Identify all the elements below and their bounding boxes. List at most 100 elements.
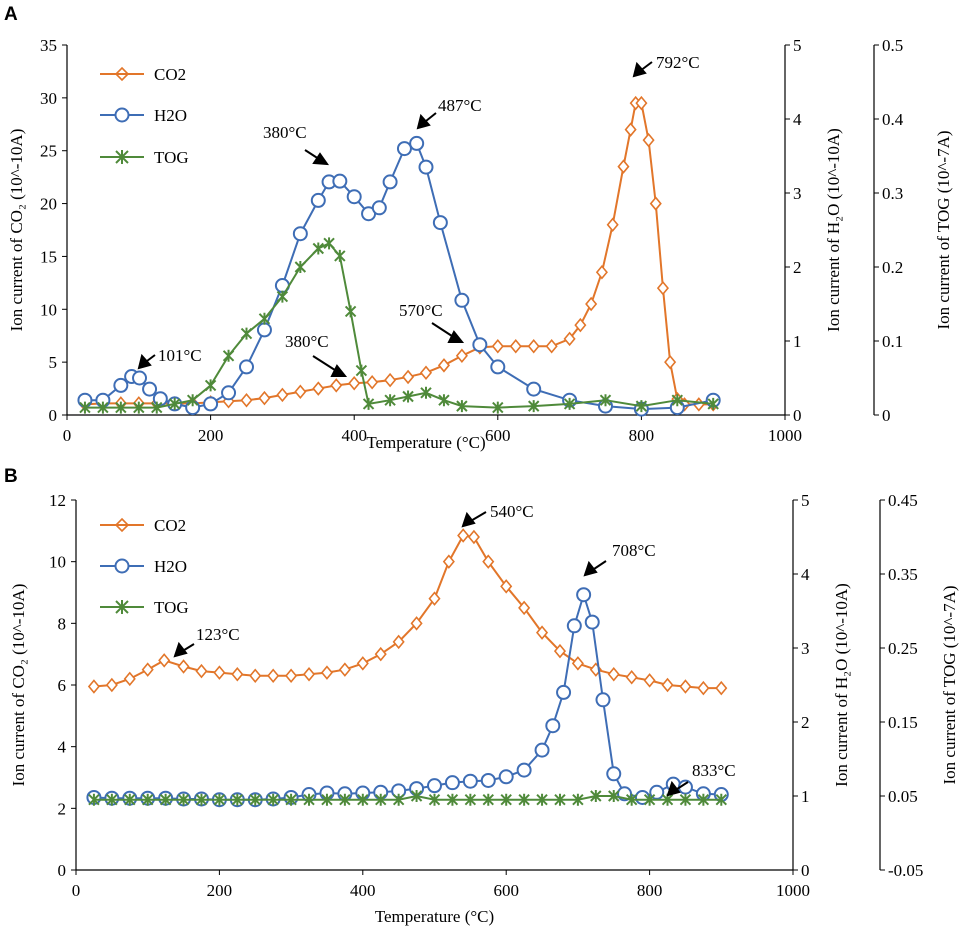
y-tog-tick-label: 0.4 [882, 110, 904, 129]
y-right-tick-label: 1 [801, 787, 810, 806]
x-tick-label: 800 [629, 426, 655, 445]
series-co2-point [606, 217, 619, 232]
y-right-tick-label: 3 [793, 184, 802, 203]
y-right-axis-label: Ion current of H₂O (10^-10A) [832, 583, 851, 787]
panel-b: B 0 200 400 600 800 1000024681012012345-0.050… [4, 466, 959, 926]
series-co2-point [123, 671, 136, 687]
panel-a-legend: CO2 H2O TOG [100, 65, 189, 167]
series-co2-point [177, 659, 190, 674]
annotation-708-arrow [583, 560, 607, 577]
series-co2-point [384, 372, 397, 388]
series-h2o-point [418, 159, 434, 175]
series-h2o-point [292, 226, 308, 242]
series-co2-point [595, 265, 608, 280]
series-co2-point [348, 376, 361, 391]
series-tog-point [420, 386, 432, 399]
legend-tog-marker [115, 600, 129, 614]
annotation-380-co2: 380°C [285, 332, 329, 351]
series-co2-point [457, 528, 470, 543]
y-tog-tick-label: 0.15 [888, 713, 918, 732]
annotation-833: 833°C [692, 761, 736, 780]
y-left-tick-label: 10 [40, 300, 57, 319]
series-tog-point [482, 793, 494, 806]
series-tog-point [312, 242, 325, 255]
y-left-tick-label: 10 [49, 553, 66, 572]
series-co2-point [491, 339, 504, 354]
series-h2o-point [332, 173, 348, 189]
series-co2-point [649, 196, 662, 211]
series-co2-point [545, 339, 558, 354]
series-tog-point [554, 793, 566, 806]
y-right-tick-label: 0 [801, 861, 810, 880]
series-h2o-point [256, 322, 272, 338]
panel-a-series [77, 95, 721, 417]
series-h2o-line [84, 142, 714, 411]
annotation-123-arrow [173, 641, 195, 658]
series-h2o-point [371, 200, 387, 216]
y-left-axis-label: Ion current of CO₂ (10^-10A) [7, 129, 26, 332]
series-tog-point [563, 397, 576, 410]
series-tog-point [339, 793, 351, 806]
series-co2-point [574, 317, 587, 333]
series-co2-point [697, 680, 710, 696]
series-tog-point [258, 312, 271, 325]
series-co2-point [285, 668, 298, 683]
series-tog-point [500, 793, 512, 806]
series-tog-point [438, 394, 450, 407]
series-co2-point [294, 384, 307, 399]
series-co2-point [661, 677, 674, 693]
panel-b-letter: B [4, 466, 18, 487]
y-right-tick-label: 5 [801, 491, 810, 510]
series-co2-point [679, 679, 692, 694]
series-co2-point [87, 679, 100, 694]
annotation-101-arrow [137, 353, 156, 370]
series-co2-point [437, 358, 450, 373]
series-tog-point [249, 793, 261, 806]
series-tog-point [124, 793, 136, 806]
panel-a-axes: 0 200 400 600 800 10000510152025303501234500.… [7, 36, 953, 452]
series-tog-point [671, 394, 684, 407]
series-tog-point [177, 793, 190, 806]
series-tog-point [204, 379, 217, 392]
series-tog-point [344, 305, 357, 318]
y-tog-axis-label: Ion current of TOG (10^-7A) [934, 130, 953, 329]
x-axis-label: Temperature (°C) [375, 907, 494, 926]
series-tog-point [625, 793, 638, 806]
y-tog-tick-label: 0.2 [882, 258, 903, 277]
series-co2-point [607, 666, 620, 682]
series-co2-point [571, 656, 584, 671]
series-co2-point [664, 354, 677, 370]
series-tog-point [599, 394, 612, 407]
x-tick-label: 600 [493, 881, 519, 900]
series-h2o-point [142, 381, 158, 397]
series-co2-point [442, 554, 455, 569]
series-h2o-point [132, 370, 148, 386]
legend-h2o-label: H2O [154, 557, 187, 576]
y-tog-tick-label: 0.05 [888, 787, 918, 806]
series-co2-point [392, 634, 405, 650]
y-left-tick-label: 25 [40, 142, 57, 161]
series-co2-point [635, 95, 648, 111]
series-tog-line [93, 794, 722, 801]
series-co2-point [428, 591, 441, 606]
series-co2-point [715, 680, 728, 696]
series-tog-point [527, 400, 540, 413]
series-h2o-line [93, 591, 722, 801]
series-h2o-point [534, 742, 550, 758]
y-tog-tick-label: 0.5 [882, 36, 903, 55]
series-co2-point [624, 122, 637, 137]
series-co2-point [642, 132, 655, 148]
x-tick-label: 200 [198, 426, 224, 445]
y-left-tick-label: 2 [58, 799, 67, 818]
legend-tog-label: TOG [154, 148, 189, 167]
series-tog-point [643, 793, 656, 806]
series-h2o-point [498, 769, 514, 785]
y-right-tick-label: 4 [793, 110, 802, 129]
series-co2-point [312, 381, 325, 396]
series-tog-point [355, 364, 368, 377]
annotation-487: 487°C [438, 96, 482, 115]
x-tick-label: 200 [207, 881, 233, 900]
series-tog-line [84, 242, 714, 409]
series-h2o-point [310, 192, 326, 208]
series-h2o-point [432, 215, 448, 231]
